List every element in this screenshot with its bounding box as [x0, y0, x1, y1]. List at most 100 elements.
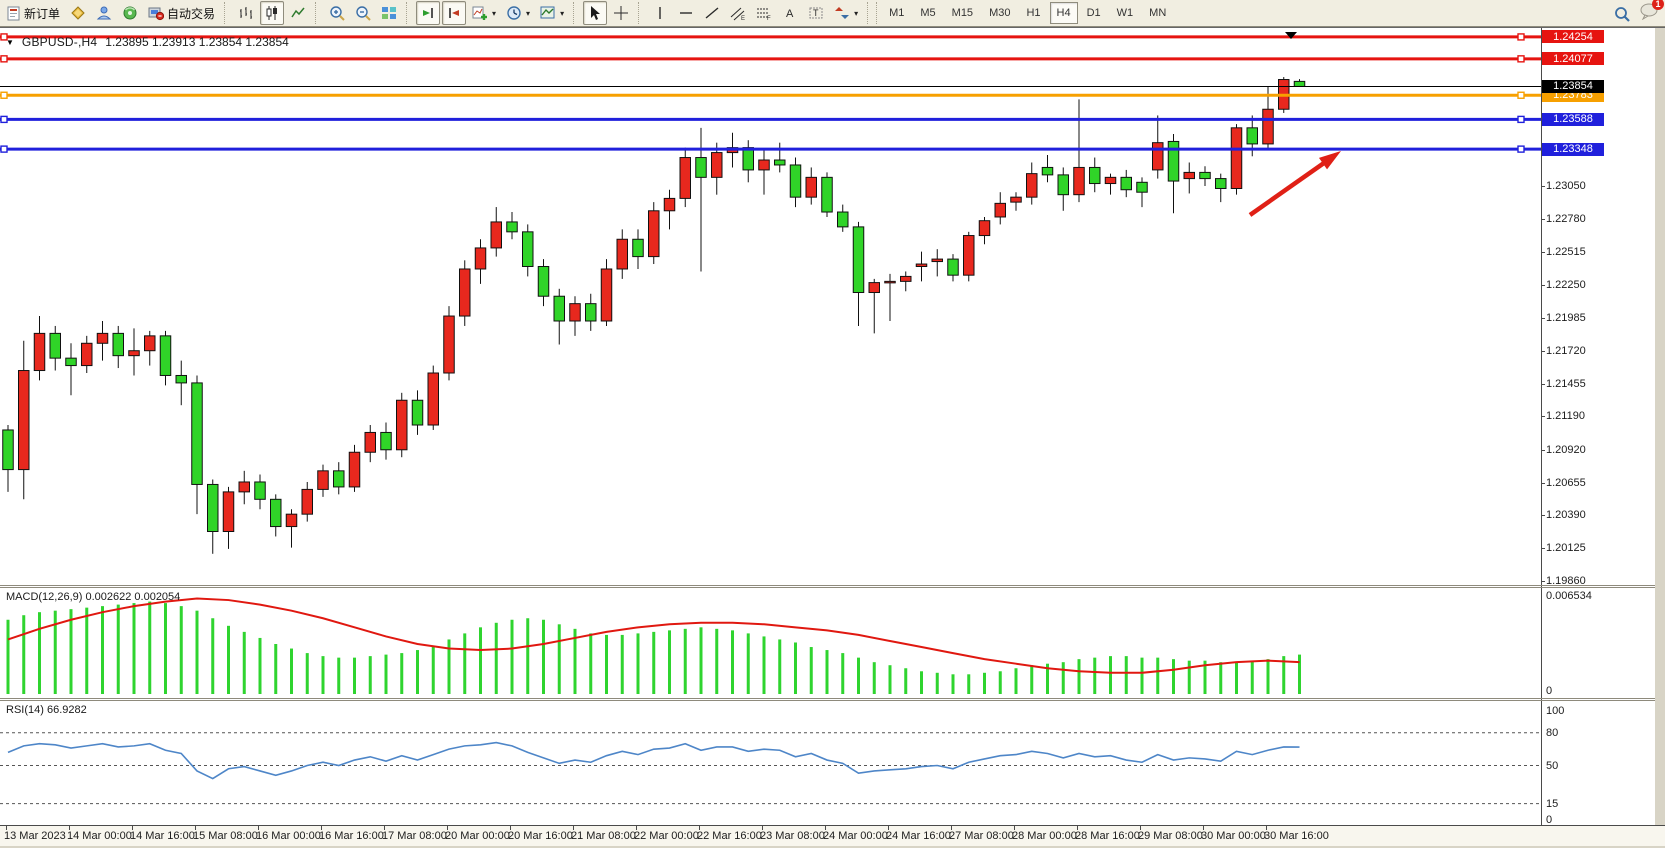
notifications-button[interactable]: 1 [1639, 0, 1664, 25]
chevron-down-icon: ▾ [526, 8, 531, 18]
candle-bull [963, 235, 975, 276]
candle-bull [1183, 171, 1195, 180]
candle-bull [805, 176, 817, 198]
candle-bear [380, 431, 392, 451]
new-order-button[interactable]: 新订单 [3, 1, 64, 25]
chart-shift-button[interactable] [442, 1, 467, 25]
pane-separator[interactable] [0, 698, 1655, 699]
equidistant-channel-button[interactable]: E [726, 1, 750, 25]
chevron-down-icon: ▾ [854, 8, 859, 18]
line-handle[interactable] [1517, 55, 1525, 63]
candle-bear [175, 374, 187, 384]
line-handle[interactable] [0, 115, 8, 124]
time-axis-label: 27 Mar 08:00 [949, 830, 1014, 842]
candle-bull [396, 399, 408, 451]
arrows-button[interactable]: ▾ [830, 1, 862, 25]
indicators-button[interactable]: ▾ [468, 1, 500, 25]
time-tick-mark [573, 826, 574, 830]
macd-histogram-bar [1282, 656, 1286, 694]
horizontal-line-icon [678, 5, 694, 21]
periods-button[interactable]: ▾ [502, 1, 534, 25]
tab-h1[interactable]: H1 [1026, 7, 1041, 19]
tab-m30[interactable]: M30 [989, 7, 1011, 19]
pane-separator[interactable] [0, 585, 1655, 586]
vertical-line-button[interactable] [648, 1, 672, 25]
macd-histogram-bar [542, 619, 545, 694]
price-tick-label: 1.21190 [1546, 410, 1585, 423]
line-handle[interactable] [0, 91, 8, 99]
periods-clock-icon [506, 5, 522, 21]
fibonacci-button[interactable]: F [752, 1, 776, 25]
autotrade-button[interactable]: 自动交易 [144, 1, 219, 25]
tab-m1[interactable]: M1 [889, 7, 905, 19]
macd-histogram-bar [368, 656, 372, 694]
line-handle[interactable] [1517, 145, 1525, 153]
profile-button[interactable] [66, 1, 90, 25]
candle-bull [317, 470, 329, 490]
templates-button[interactable]: ▾ [536, 1, 568, 25]
tab-w1[interactable]: W1 [1116, 7, 1134, 19]
market-watch-button[interactable] [92, 1, 116, 25]
horizontal-line-button[interactable] [674, 1, 698, 25]
candle-bull [443, 315, 455, 374]
line-handle[interactable] [1517, 91, 1525, 99]
line-handle[interactable] [0, 55, 8, 63]
text-button[interactable]: A [778, 1, 802, 25]
search-icon[interactable] [1613, 5, 1631, 23]
price-level-badge: 1.23588 [1542, 112, 1604, 126]
candlestick-chart-button[interactable] [260, 1, 285, 25]
line-chart-button[interactable] [286, 1, 310, 25]
zoom-in-button[interactable] [325, 1, 349, 25]
time-axis-label: 24 Mar 00:00 [823, 830, 888, 842]
line-chart-icon [290, 5, 306, 21]
chart-canvas[interactable] [0, 28, 1655, 848]
line-handle[interactable] [1517, 33, 1525, 41]
macd-histogram-bar [1187, 660, 1191, 694]
price-tick-label: 1.23050 [1546, 180, 1586, 193]
macd-histogram-bar [1109, 656, 1112, 694]
time-axis-label: 17 Mar 08:00 [382, 830, 447, 842]
candle-bull [459, 268, 471, 317]
tab-m15[interactable]: M15 [951, 7, 974, 19]
candle-bull [490, 221, 502, 249]
time-tick-mark [1203, 826, 1204, 830]
candle-bull [81, 342, 93, 367]
trendline-button[interactable] [700, 1, 724, 25]
tab-m5[interactable]: M5 [920, 7, 936, 19]
candle-bull [758, 159, 770, 171]
time-axis[interactable]: 13 Mar 2023 14 Mar 00:00 14 Mar 16:00 15 Ma… [0, 825, 1665, 848]
candle-bear [1246, 127, 1258, 145]
rsi-axis-label: 0 [1546, 814, 1553, 826]
cursor-button[interactable] [583, 1, 608, 25]
tab-h4[interactable]: H4 [1049, 2, 1078, 24]
toolbar-separator [224, 2, 229, 24]
macd-histogram-bar [22, 615, 26, 694]
zoom-out-button[interactable] [351, 1, 375, 25]
line-handle[interactable] [0, 33, 8, 41]
navigator-button[interactable] [118, 1, 142, 25]
tile-windows-button[interactable] [377, 1, 401, 25]
macd-histogram-bar [227, 625, 230, 694]
tab-d1[interactable]: D1 [1086, 7, 1101, 19]
candle-bull [96, 332, 109, 344]
crosshair-button[interactable] [609, 1, 633, 25]
text-label-button[interactable]: T [804, 1, 828, 25]
candle-bear [1089, 166, 1101, 185]
chart-ohlc-values: 1.23895 1.23913 1.23854 1.23854 [105, 35, 289, 49]
macd-histogram-bar [337, 657, 341, 694]
macd-histogram-bar [935, 672, 939, 694]
macd-histogram-bar [38, 612, 41, 694]
collapse-triangle-icon[interactable]: ▼ [6, 37, 14, 47]
macd-histogram-bar [1014, 668, 1018, 694]
bar-chart-button[interactable] [234, 1, 258, 25]
tab-mn[interactable]: MN [1149, 7, 1167, 19]
current-price-badge: 1.23854 [1542, 79, 1604, 93]
macd-histogram-bar [479, 627, 482, 694]
auto-scroll-button[interactable] [416, 1, 441, 25]
line-handle[interactable] [1517, 115, 1525, 124]
line-handle[interactable] [0, 145, 8, 153]
price-axis[interactable] [1542, 28, 1655, 825]
trend-arrow[interactable] [1248, 159, 1328, 217]
candle-bear [789, 164, 802, 198]
